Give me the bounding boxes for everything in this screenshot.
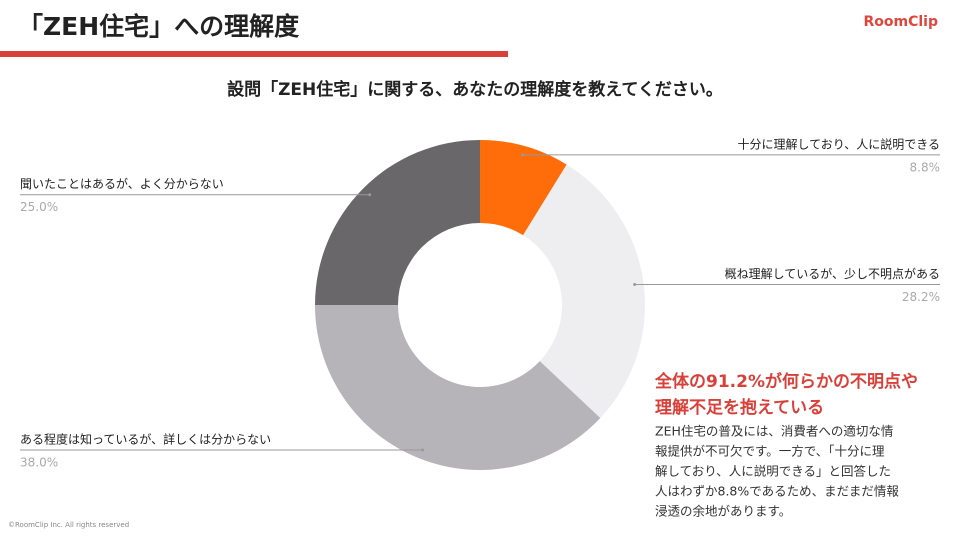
annotation-heading: 全体の91.2%が何らかの不明点や: [654, 371, 918, 392]
slice-value: 28.2%: [902, 290, 940, 304]
annotation-body: 報提供が不可欠です。一方で、「十分に理: [655, 444, 885, 459]
leader-dot: [421, 448, 425, 452]
slice-label: 聞いたことはあるが、よく分からない: [20, 176, 224, 191]
subtitle: 設問「ZEH住宅」に関する、あなたの理解度を教えてください。: [227, 79, 723, 100]
donut-slice: [523, 164, 646, 418]
slice-value: 25.0%: [20, 200, 58, 214]
donut-slice: [315, 140, 480, 305]
slice-label: 十分に理解しており、人に説明できる: [737, 136, 940, 151]
footer: ©RoomClip Inc. All rights reserved: [8, 521, 129, 529]
annotation-body: 解しており、人に説明できる」と回答した: [655, 464, 891, 479]
annotation-body: 浸透の余地があります。: [655, 504, 791, 519]
leader-dot: [368, 193, 372, 197]
slice-value: 38.0%: [20, 456, 58, 470]
donut-slice: [480, 140, 567, 236]
slice-label: ある程度は知っているが、詳しくは分からない: [20, 432, 271, 447]
annotation-body: 人はわずか8.8%であるため、まだまだ情報: [655, 484, 899, 499]
slice-value: 8.8%: [910, 160, 941, 174]
donut-slice: [315, 305, 601, 470]
title-bar: [0, 51, 508, 57]
leader-dot: [633, 282, 637, 286]
logo: RoomClip: [864, 14, 939, 30]
slice-label: 概ね理解しているが、少し不明点がある: [725, 266, 940, 281]
annotation-body: ZEH住宅の普及には、消費者への適切な情: [655, 424, 893, 439]
leader-dot: [521, 153, 525, 157]
slide-title: 「ZEH住宅」への理解度: [18, 12, 299, 41]
annotation-heading: 理解不足を抱えている: [655, 397, 824, 418]
